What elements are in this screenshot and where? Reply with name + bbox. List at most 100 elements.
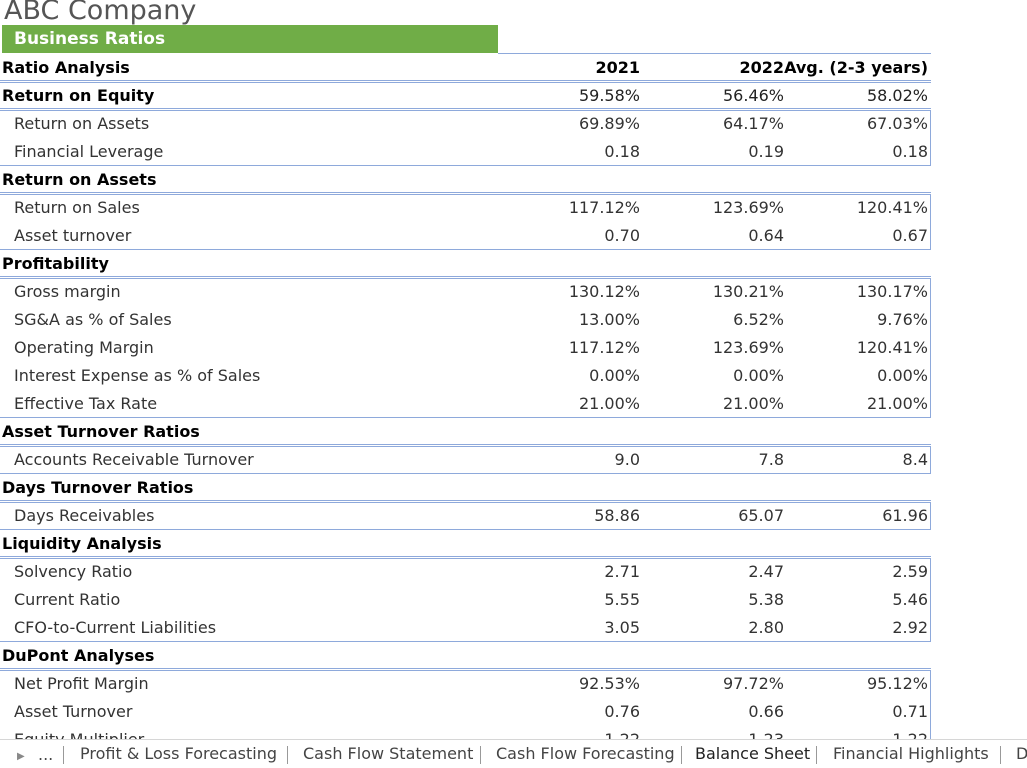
value-2021[interactable]: 117.12% (568, 338, 640, 357)
value-2021[interactable]: 0.18 (604, 142, 640, 161)
value-2022[interactable]: 7.8 (758, 450, 784, 469)
column-border (930, 138, 931, 166)
table-row: Current Ratio 5.55 5.38 5.46 (0, 586, 931, 614)
value-2022[interactable]: 123.69% (712, 198, 784, 217)
header-2022[interactable]: 2022 (739, 58, 784, 77)
value-2021[interactable]: 13.00% (578, 310, 640, 329)
value-2022[interactable]: 65.07 (738, 506, 784, 525)
value-2021[interactable]: 58.86 (594, 506, 640, 525)
scroll-tabs-right-icon[interactable]: ▶ (17, 751, 25, 762)
ratio-label[interactable]: Days Receivables (14, 506, 155, 525)
value-2022[interactable]: 6.52% (733, 310, 784, 329)
section-label[interactable]: DuPont Analyses (2, 646, 155, 665)
value-2021[interactable]: 0.00% (589, 366, 640, 385)
value-average[interactable]: 0.00% (877, 366, 928, 385)
ratio-label[interactable]: CFO-to-Current Liabilities (14, 618, 217, 637)
value-2022[interactable]: 0.64 (748, 226, 784, 245)
table-row: Interest Expense as % of Sales 0.00% 0.00%… (0, 362, 931, 390)
value-average[interactable]: 2.59 (892, 562, 928, 581)
value-2021[interactable]: 9.0 (614, 450, 640, 469)
value-2022[interactable]: 56.46% (722, 86, 784, 105)
ratio-label[interactable]: SG&A as % of Sales (14, 310, 172, 329)
value-average[interactable]: 61.96 (882, 506, 928, 525)
value-2021[interactable]: 130.12% (568, 282, 640, 301)
ratio-label[interactable]: Financial Leverage (14, 142, 164, 161)
value-2022[interactable]: 21.00% (722, 394, 784, 413)
section-label[interactable]: Days Turnover Ratios (2, 478, 194, 497)
table-row: Asset Turnover 0.76 0.66 0.71 (0, 698, 931, 726)
ratio-label[interactable]: Current Ratio (14, 590, 121, 609)
ratio-label[interactable]: Effective Tax Rate (14, 394, 158, 413)
tab-financial-highlights[interactable]: Financial Highlights (833, 744, 989, 763)
ratio-label[interactable]: Solvency Ratio (14, 562, 133, 581)
value-2021[interactable]: 69.89% (578, 114, 640, 133)
value-average[interactable]: 130.17% (856, 282, 928, 301)
value-2022[interactable]: 2.80 (748, 618, 784, 637)
value-2021[interactable]: 0.70 (604, 226, 640, 245)
value-2021[interactable]: 117.12% (568, 198, 640, 217)
ratio-label[interactable]: Accounts Receivable Turnover (14, 450, 254, 469)
ratio-label[interactable]: Operating Margin (14, 338, 154, 357)
tab-cash-flow-forecasting[interactable]: Cash Flow Forecasting (496, 744, 675, 763)
ratio-label[interactable]: Gross margin (14, 282, 121, 301)
value-average[interactable]: 95.12% (866, 674, 928, 693)
value-2022[interactable]: 2.47 (748, 562, 784, 581)
ratio-label[interactable]: Asset Turnover (14, 702, 133, 721)
header-average[interactable]: Avg. (2-3 years) (784, 58, 928, 77)
header-label[interactable]: Ratio Analysis (2, 58, 130, 77)
table-row: Solvency Ratio 2.71 2.47 2.59 (0, 558, 931, 586)
value-2021[interactable]: 59.58% (578, 86, 640, 105)
tab-balance-sheet[interactable]: Balance Sheet (695, 744, 811, 763)
value-2022[interactable]: 0.19 (748, 142, 784, 161)
value-2021[interactable]: 92.53% (578, 674, 640, 693)
value-average[interactable]: 8.4 (902, 450, 928, 469)
value-average[interactable]: 2.92 (892, 618, 928, 637)
ratio-label[interactable]: Return on Sales (14, 198, 140, 217)
section-label[interactable]: Return on Equity (2, 86, 155, 105)
column-border (930, 670, 931, 698)
tab-profit-loss-forecasting[interactable]: Profit & Loss Forecasting (80, 744, 278, 763)
value-2022[interactable]: 97.72% (722, 674, 784, 693)
value-2022[interactable]: 123.69% (712, 338, 784, 357)
tab-partial-next[interactable]: D (1016, 744, 1027, 763)
value-2021[interactable]: 3.05 (604, 618, 640, 637)
value-average[interactable]: 5.46 (892, 590, 928, 609)
value-average[interactable]: 67.03% (866, 114, 928, 133)
table-row: Accounts Receivable Turnover 9.0 7.8 8.4 (0, 446, 931, 474)
value-2022[interactable]: 0.00% (733, 366, 784, 385)
value-2021[interactable]: 0.76 (604, 702, 640, 721)
value-average[interactable]: 9.76% (877, 310, 928, 329)
value-2022[interactable]: 0.66 (748, 702, 784, 721)
value-2022[interactable]: 130.21% (712, 282, 784, 301)
tab-cash-flow-statement[interactable]: Cash Flow Statement (303, 744, 474, 763)
value-average[interactable]: 0.67 (892, 226, 928, 245)
value-average[interactable]: 21.00% (866, 394, 928, 413)
section-label[interactable]: Liquidity Analysis (2, 534, 162, 553)
column-border (930, 110, 931, 138)
section-label[interactable]: Profitability (2, 254, 109, 273)
tab-separator (681, 746, 682, 764)
value-2021[interactable]: 21.00% (578, 394, 640, 413)
value-2021[interactable]: 5.55 (604, 590, 640, 609)
ratio-label[interactable]: Return on Assets (14, 114, 150, 133)
value-2022[interactable]: 5.38 (748, 590, 784, 609)
value-average[interactable]: 58.02% (866, 86, 928, 105)
value-average[interactable]: 0.18 (892, 142, 928, 161)
ratio-label[interactable]: Net Profit Margin (14, 674, 149, 693)
section-label[interactable]: Return on Assets (2, 170, 157, 189)
value-2022[interactable]: 64.17% (722, 114, 784, 133)
table-row: CFO-to-Current Liabilities 3.05 2.80 2.92 (0, 614, 931, 642)
section-row: Liquidity Analysis (0, 530, 931, 559)
ratio-label[interactable]: Interest Expense as % of Sales (14, 366, 261, 385)
ratio-label[interactable]: Asset turnover (14, 226, 132, 245)
value-2021[interactable]: 2.71 (604, 562, 640, 581)
section-label[interactable]: Asset Turnover Ratios (2, 422, 200, 441)
header-2021[interactable]: 2021 (595, 58, 640, 77)
value-average[interactable]: 0.71 (892, 702, 928, 721)
value-average[interactable]: 120.41% (856, 198, 928, 217)
value-average[interactable]: 120.41% (856, 338, 928, 357)
column-border (930, 446, 931, 474)
column-border (930, 222, 931, 250)
more-tabs-button[interactable]: ... (38, 745, 54, 764)
company-title: ABC Company (4, 0, 197, 26)
